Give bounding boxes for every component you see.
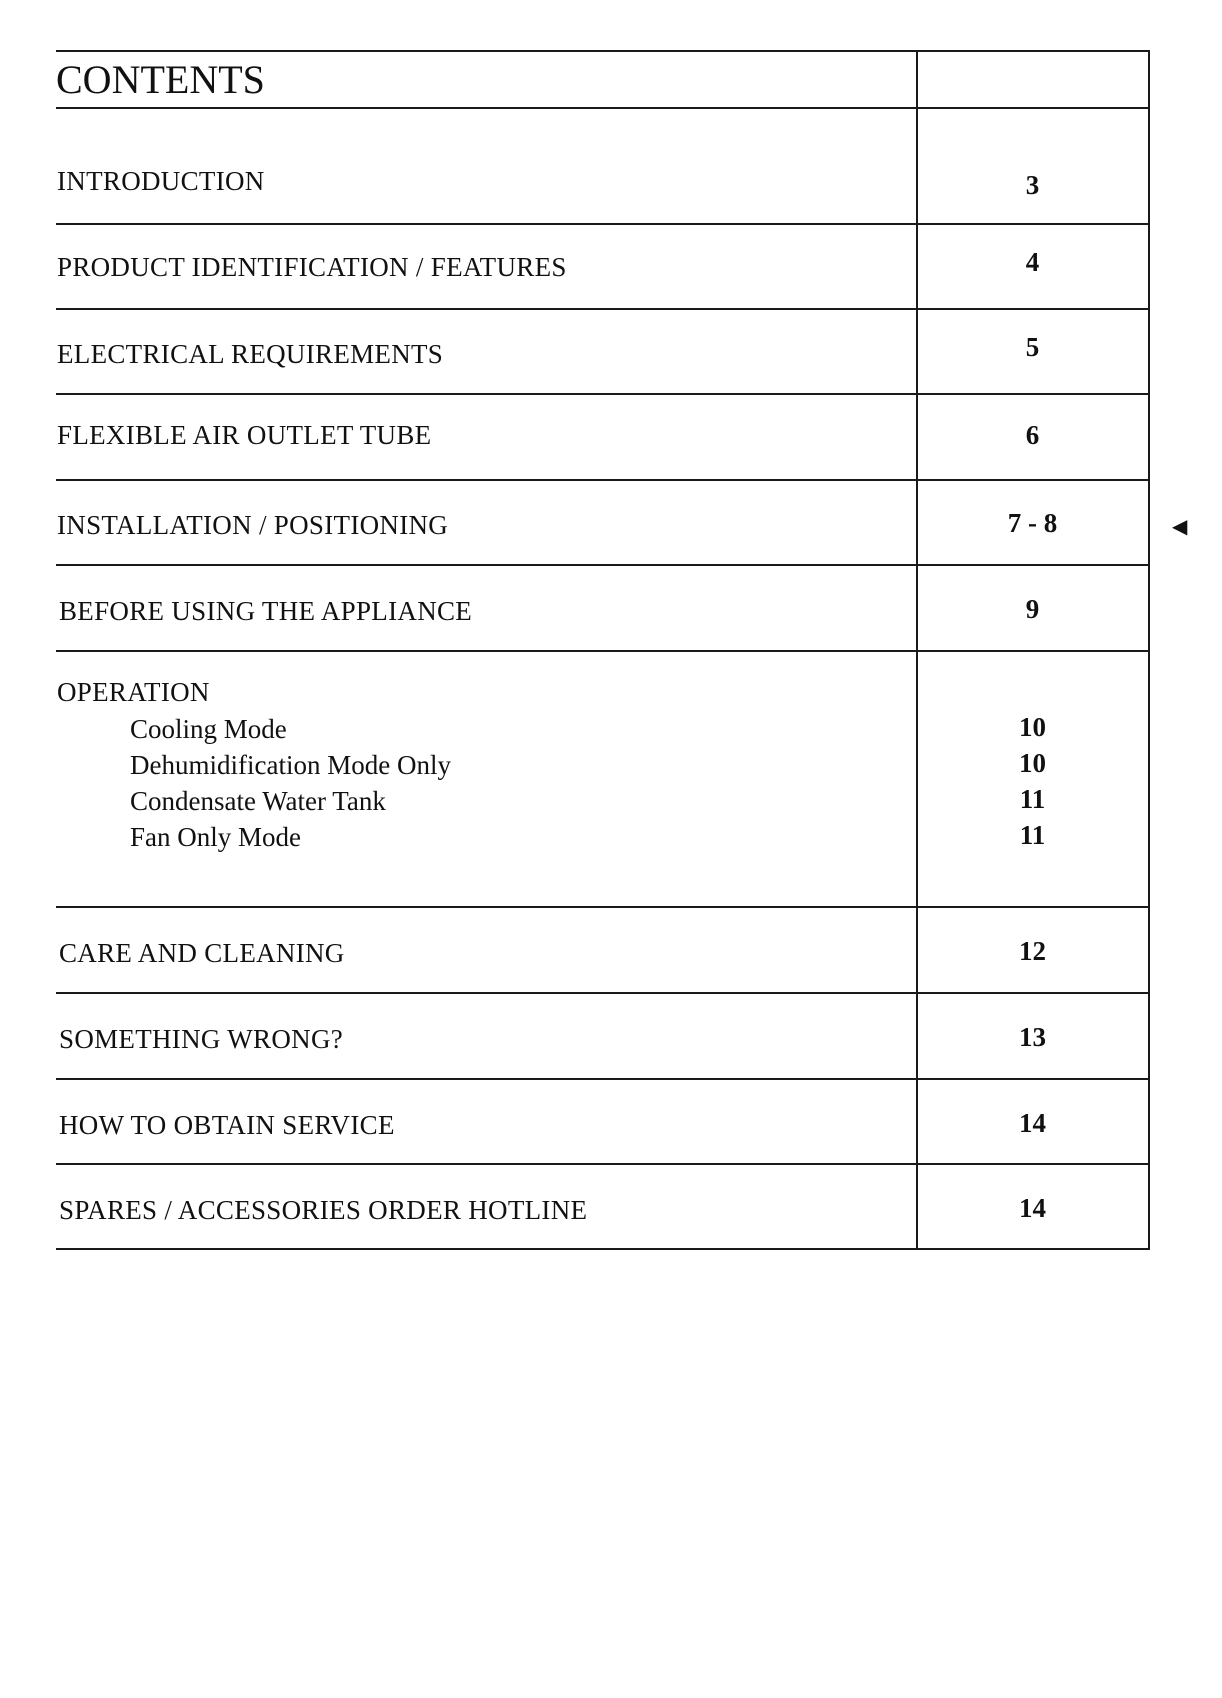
divider: [56, 393, 1150, 395]
toc-entry: PRODUCT IDENTIFICATION / FEATURES: [57, 252, 567, 282]
divider: [56, 1163, 1150, 1165]
divider: [56, 308, 1150, 310]
toc-entry: SPARES / ACCESSORIES ORDER HOTLINE: [59, 1195, 588, 1225]
toc-entry: CARE AND CLEANING: [59, 938, 345, 968]
toc-subentry: Condensate Water Tank: [130, 786, 386, 816]
toc-entry: INSTALLATION / POSITIONING: [57, 510, 449, 540]
divider: [56, 906, 1150, 908]
toc-entry: OPERATION: [57, 677, 210, 707]
divider: [56, 1078, 1150, 1080]
toc-entry: HOW TO OBTAIN SERVICE: [59, 1110, 395, 1140]
toc-page: 7 - 8: [1007, 508, 1058, 538]
toc-page: 9: [1025, 594, 1040, 624]
divider: [56, 1248, 1150, 1250]
toc-subentry: Cooling Mode: [130, 714, 287, 744]
toc-page: 11: [1019, 784, 1046, 814]
toc-subentry: Fan Only Mode: [130, 822, 301, 852]
column-divider: [916, 50, 918, 1249]
toc-page: 10: [1019, 748, 1046, 778]
toc-page: 14: [1019, 1108, 1046, 1138]
divider: [56, 50, 1150, 52]
toc-entry: ELECTRICAL REQUIREMENTS: [57, 339, 444, 369]
toc-page: 12: [1019, 936, 1046, 966]
toc-page: 14: [1019, 1193, 1046, 1223]
toc-page: 5: [1025, 332, 1040, 362]
toc-entry: FLEXIBLE AIR OUTLET TUBE: [57, 420, 432, 450]
toc-page: 4: [1025, 247, 1040, 277]
toc-page: 13: [1019, 1022, 1046, 1052]
toc-subentry: Dehumidification Mode Only: [130, 750, 451, 780]
page-title: CONTENTS: [56, 57, 265, 102]
divider: [56, 650, 1150, 652]
toc-page: 11: [1019, 820, 1046, 850]
triangle-left-icon: ◀: [1172, 516, 1188, 538]
divider: [56, 107, 1150, 109]
toc-entry: BEFORE USING THE APPLIANCE: [59, 596, 473, 626]
toc-page: 10: [1019, 712, 1046, 742]
divider: [56, 223, 1150, 225]
right-border: [1148, 50, 1150, 1249]
divider: [56, 992, 1150, 994]
toc-page: 3: [1025, 170, 1040, 200]
toc-entry: INTRODUCTION: [57, 166, 265, 196]
divider: [56, 479, 1150, 481]
divider: [56, 564, 1150, 566]
toc-page: 6: [1025, 420, 1040, 450]
toc-entry: SOMETHING WRONG?: [59, 1024, 344, 1054]
